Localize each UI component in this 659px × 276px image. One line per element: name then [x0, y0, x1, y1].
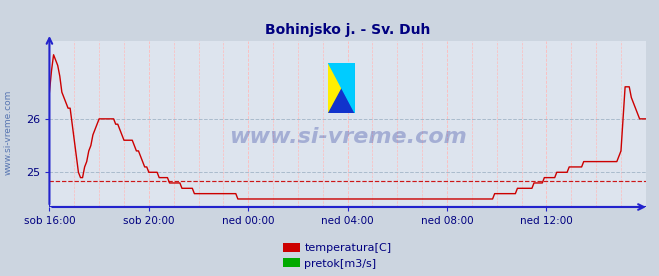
Polygon shape — [328, 63, 355, 113]
Polygon shape — [328, 63, 355, 113]
Text: temperatura[C]: temperatura[C] — [304, 243, 391, 253]
Text: www.si-vreme.com: www.si-vreme.com — [229, 128, 467, 147]
Title: Bohinjsko j. - Sv. Duh: Bohinjsko j. - Sv. Duh — [265, 23, 430, 38]
Polygon shape — [328, 63, 355, 113]
Text: www.si-vreme.com: www.si-vreme.com — [3, 90, 13, 175]
Text: pretok[m3/s]: pretok[m3/s] — [304, 259, 376, 269]
